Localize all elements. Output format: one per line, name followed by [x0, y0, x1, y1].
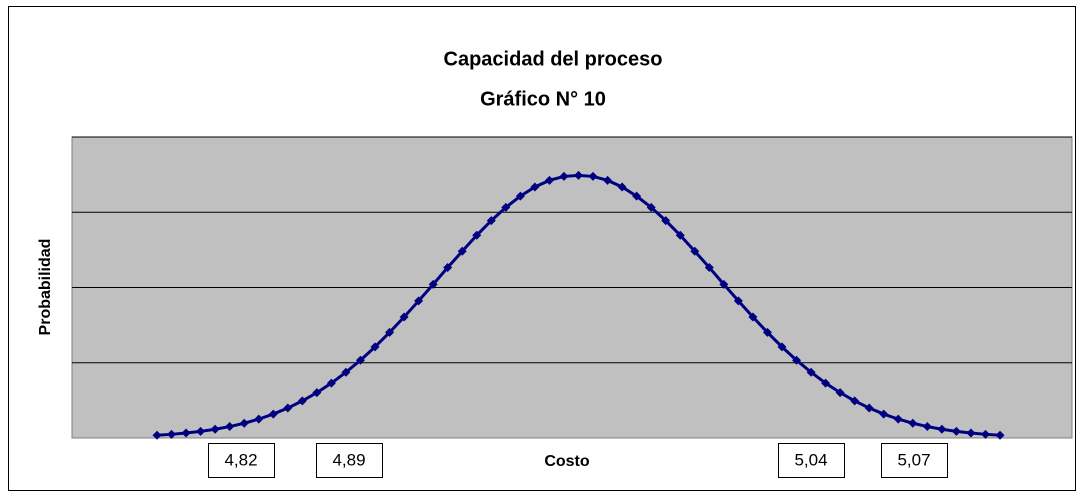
x-axis-label: Costo [544, 453, 590, 470]
marker [879, 409, 889, 419]
marker [646, 202, 656, 212]
marker [225, 422, 235, 432]
marker [268, 409, 278, 419]
marker [326, 378, 336, 388]
marker [515, 191, 525, 201]
marker [951, 426, 961, 436]
marker [690, 246, 700, 256]
marker [617, 182, 627, 192]
annotation: 4,89 [332, 450, 365, 469]
marker [661, 216, 671, 226]
annotation: 4,82 [224, 450, 257, 469]
marker [559, 171, 569, 181]
marker [733, 296, 743, 306]
marker [893, 414, 903, 424]
marker [443, 262, 453, 272]
marker [254, 414, 264, 424]
marker [239, 418, 249, 428]
marker [908, 418, 918, 428]
marker [210, 424, 220, 434]
marker [341, 367, 351, 377]
marker [312, 388, 322, 398]
marker [850, 396, 860, 406]
chart-subtitle: Gráfico N° 10 [480, 88, 606, 110]
annotation: 5,07 [897, 450, 930, 469]
marker [835, 388, 845, 398]
marker [297, 396, 307, 406]
marker [777, 342, 787, 352]
annotation: 5,04 [794, 450, 827, 469]
marker [283, 403, 293, 413]
marker [792, 355, 802, 365]
marker [486, 216, 496, 226]
marker [632, 191, 642, 201]
marker [181, 428, 191, 438]
marker [704, 262, 714, 272]
marker [806, 367, 816, 377]
marker [355, 355, 365, 365]
marker [385, 327, 395, 337]
marker [574, 170, 583, 180]
marker [167, 429, 177, 439]
marker [980, 429, 990, 439]
marker [603, 175, 613, 185]
marker [428, 279, 438, 289]
marker [762, 327, 772, 337]
marker [544, 175, 554, 185]
marker [414, 296, 424, 306]
marker [937, 424, 947, 434]
marker [530, 182, 540, 192]
y-axis-label: Probabilidad [37, 239, 54, 336]
marker [675, 230, 685, 240]
marker [457, 246, 467, 256]
marker [370, 342, 380, 352]
marker [864, 403, 874, 413]
annotation-box [208, 443, 275, 478]
marker [399, 312, 409, 322]
marker [748, 312, 758, 322]
marker [152, 430, 162, 440]
marker [196, 426, 206, 436]
marker [588, 171, 598, 181]
chart-title: Capacidad del proceso [444, 48, 663, 70]
annotation-box [778, 443, 845, 478]
marker [966, 428, 976, 438]
marker [995, 430, 1005, 440]
annotation-box [316, 443, 383, 478]
marker [922, 422, 932, 432]
marker [472, 230, 482, 240]
marker [719, 279, 729, 289]
marker [501, 202, 511, 212]
marker [821, 378, 831, 388]
annotation-box [881, 443, 948, 478]
